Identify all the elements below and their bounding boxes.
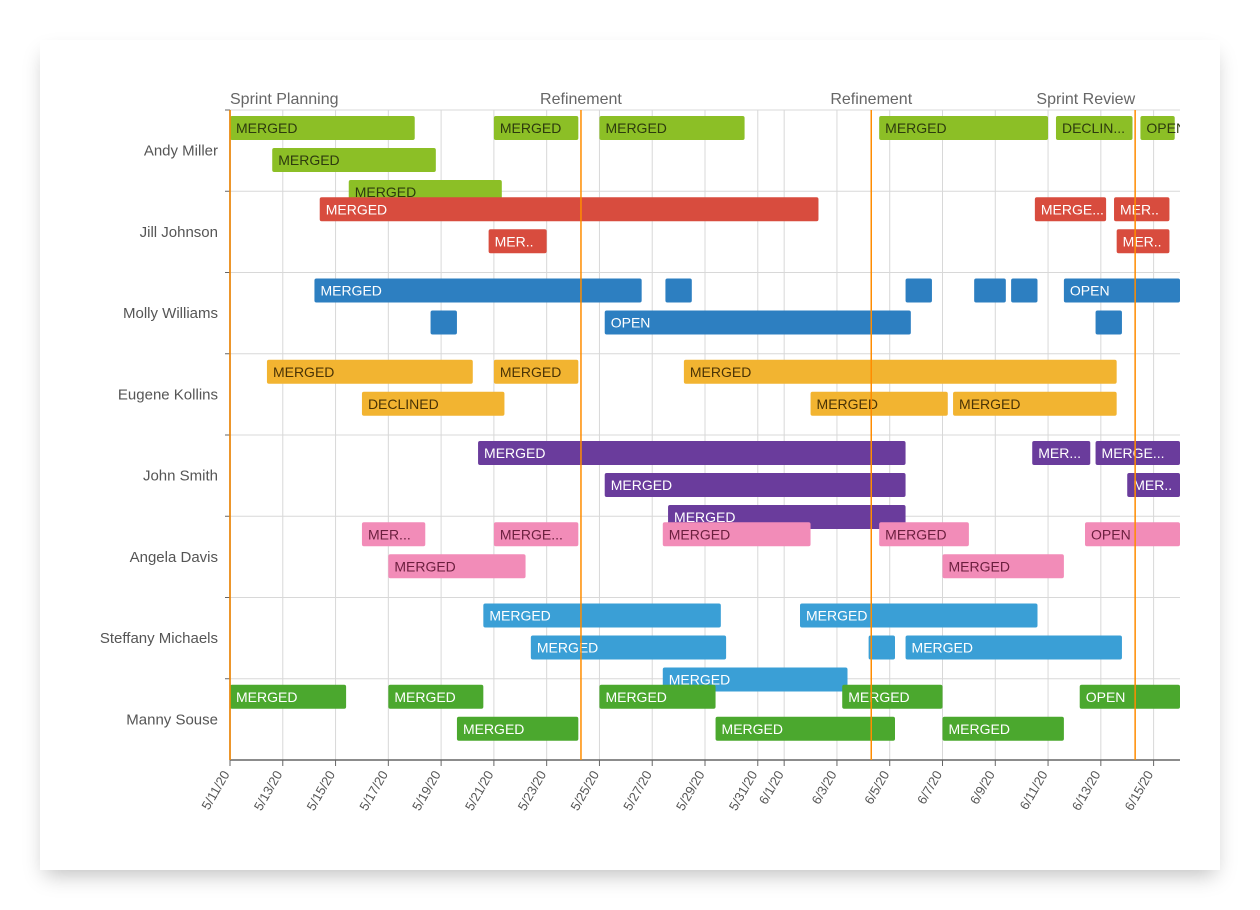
x-tick-label: 6/1/20 <box>756 768 787 807</box>
bar-label: MERGED <box>394 689 455 705</box>
gantt-bar[interactable] <box>431 311 457 335</box>
gantt-bar[interactable] <box>605 311 911 335</box>
person-label: John Smith <box>143 468 218 485</box>
bar-label: MERGED <box>848 689 909 705</box>
bar-label: MERGED <box>885 526 946 542</box>
x-tick-label: 6/13/20 <box>1069 768 1104 813</box>
bar-label: MERGE... <box>1102 445 1165 461</box>
bar-label: MERGED <box>885 120 946 136</box>
person-label: Andy Miller <box>144 143 218 160</box>
x-tick-label: 6/5/20 <box>861 768 892 807</box>
bar-label: MERGED <box>463 721 524 737</box>
x-tick-label: 5/21/20 <box>462 768 497 813</box>
bar-label: MERGED <box>484 445 545 461</box>
milestone-label: Refinement <box>830 91 912 108</box>
x-tick-label: 6/11/20 <box>1016 768 1050 812</box>
x-tick-label: 5/31/20 <box>726 768 761 813</box>
bar-label: OPEN <box>1091 526 1131 542</box>
x-tick-label: 5/13/20 <box>251 768 286 813</box>
milestone-label: Sprint Review <box>1036 91 1135 108</box>
x-tick-label: 5/15/20 <box>303 768 338 813</box>
bar-label: MERGED <box>326 201 387 217</box>
bar-label: DECLINED <box>368 396 439 412</box>
bar-label: MERGED <box>273 364 334 380</box>
bar-label: MERGED <box>690 364 751 380</box>
bar-label: MER... <box>1038 445 1081 461</box>
bar-label: OPEN <box>1070 283 1110 299</box>
bar-label: MERGED <box>605 689 666 705</box>
bar-label: MERGED <box>489 608 550 624</box>
bar-label: MERGED <box>949 558 1010 574</box>
bar-label: MERGED <box>912 640 973 656</box>
bar-label: OPEN <box>611 315 651 331</box>
person-label: Steffany Michaels <box>100 630 218 647</box>
bar-label: MERGED <box>722 721 783 737</box>
bar-label: MERGED <box>394 558 455 574</box>
gantt-bar[interactable] <box>1096 311 1122 335</box>
person-label: Manny Souse <box>126 711 218 728</box>
bar-label: MERGE... <box>500 526 563 542</box>
bar-label: MER... <box>368 526 411 542</box>
bar-label: MERGED <box>605 120 666 136</box>
bar-label: MERGED <box>236 689 297 705</box>
gantt-bar[interactable] <box>1011 279 1037 303</box>
x-tick-label: 6/7/20 <box>914 768 945 807</box>
bar-label: MERGED <box>806 608 867 624</box>
gantt-bar[interactable] <box>906 279 932 303</box>
gantt-chart: 5/11/20 5/13/20 5/15/20 5/17/20 5/19/20 5/21/… <box>60 60 1200 830</box>
chart-svg: 5/11/20 5/13/20 5/15/20 5/17/20 5/19/20 5/21/… <box>60 60 1200 830</box>
x-tick-label: 5/17/20 <box>356 768 391 813</box>
bar-label: MERGED <box>500 364 561 380</box>
gantt-bar[interactable] <box>665 279 691 303</box>
x-tick-label: 5/29/20 <box>673 768 708 813</box>
milestone-label: Sprint Planning <box>230 91 339 108</box>
bar-label: DECLIN... <box>1062 120 1125 136</box>
bar-label: OPEN <box>1146 120 1186 136</box>
bar-label: MERGED <box>236 120 297 136</box>
person-label: Angela Davis <box>130 549 218 566</box>
x-tick-label: 5/25/20 <box>567 768 602 813</box>
x-tick-label: 6/15/20 <box>1122 768 1157 813</box>
bar-label: MERGED <box>949 721 1010 737</box>
bar-label: MERGED <box>611 477 672 493</box>
bar-label: MERGED <box>817 396 878 412</box>
bar-label: MERGED <box>669 526 730 542</box>
x-tick-label: 5/11/20 <box>198 768 232 812</box>
bar-label: MERGED <box>959 396 1020 412</box>
bar-label: MERGED <box>500 120 561 136</box>
gantt-chart-container: 5/11/20 5/13/20 5/15/20 5/17/20 5/19/20 5/21/… <box>40 40 1220 870</box>
bar-label: MER.. <box>1133 477 1172 493</box>
bar-label: MER.. <box>495 233 534 249</box>
person-label: Eugene Kollins <box>118 386 218 403</box>
milestone-label: Refinement <box>540 91 622 108</box>
x-tick-label: 6/9/20 <box>967 768 998 807</box>
gantt-bar[interactable] <box>320 197 819 221</box>
person-label: Jill Johnson <box>140 224 218 241</box>
bar-label: MERGED <box>537 640 598 656</box>
x-tick-label: 6/3/20 <box>808 768 839 807</box>
bar-label: MERGED <box>320 283 381 299</box>
person-label: Molly Williams <box>123 305 218 322</box>
bar-label: OPEN <box>1086 689 1126 705</box>
bar-label: MER.. <box>1120 201 1159 217</box>
gantt-bar[interactable] <box>974 279 1006 303</box>
bar-label: MER.. <box>1123 233 1162 249</box>
bar-label: MERGED <box>278 152 339 168</box>
bar-label: MERGE... <box>1041 201 1104 217</box>
x-tick-label: 5/27/20 <box>620 768 655 813</box>
gantt-bar[interactable] <box>869 636 895 660</box>
x-tick-label: 5/23/20 <box>515 768 550 813</box>
x-tick-label: 5/19/20 <box>409 768 444 813</box>
